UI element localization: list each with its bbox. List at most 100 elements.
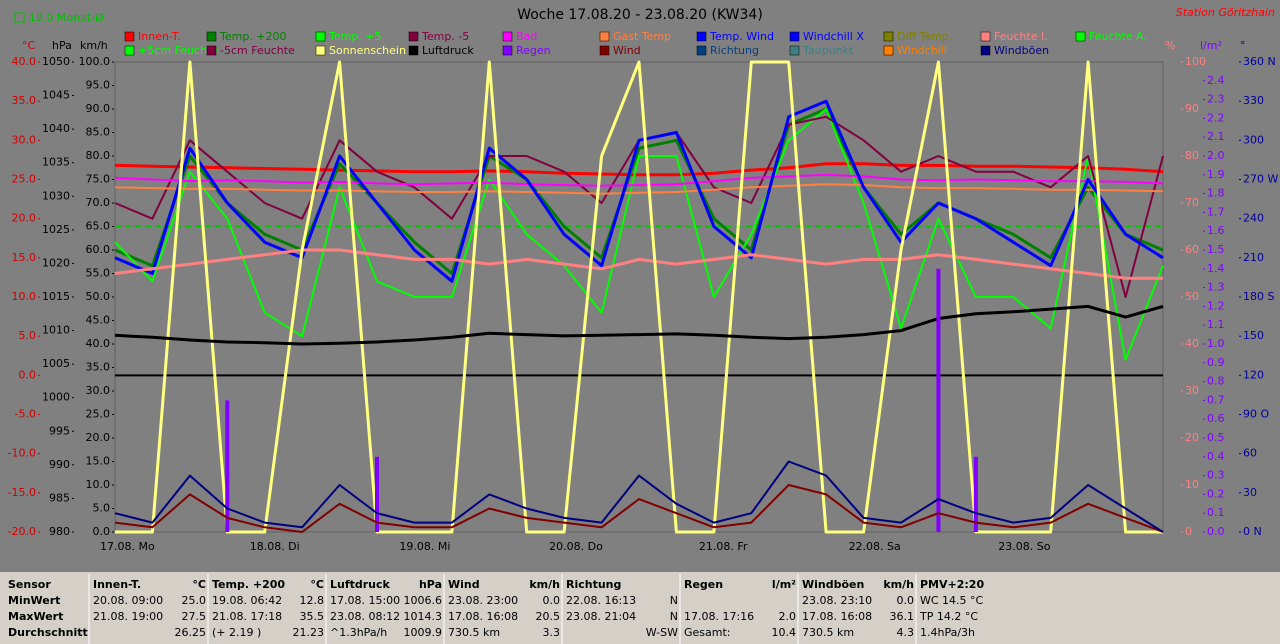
cell: TP 14.2 °C bbox=[919, 610, 978, 623]
legend-swatch bbox=[408, 45, 419, 56]
x-tick-label: 20.08. Do bbox=[549, 540, 603, 553]
y-tick-label: 1045 bbox=[42, 89, 70, 102]
column-title: Windböen bbox=[802, 578, 864, 591]
y-tick-label: 40.0 bbox=[86, 337, 111, 350]
y-tick-label: 30 bbox=[1185, 384, 1199, 397]
y-tick-label: 10.0 bbox=[12, 290, 37, 303]
y-tick-label: 75.0 bbox=[86, 173, 111, 186]
rain-bar bbox=[225, 400, 230, 532]
y-tick-label: 30.0 bbox=[86, 384, 111, 397]
series-line bbox=[114, 108, 1164, 361]
y-tick-label: 1.5 bbox=[1207, 243, 1225, 256]
y-tick-label: 2.1 bbox=[1207, 130, 1225, 143]
legend-swatch bbox=[883, 31, 894, 42]
legend-label: Temp. -5 bbox=[421, 30, 469, 43]
cell: 20.08. 09:00 bbox=[93, 594, 163, 607]
y-tick-label: 1025 bbox=[42, 223, 70, 236]
y-tick-label: 15.0 bbox=[86, 455, 111, 468]
legend-swatch bbox=[883, 45, 894, 56]
y-tick-label: 80 bbox=[1185, 149, 1199, 162]
axis-unit: ° bbox=[1240, 39, 1246, 52]
y-tick-label: 50.0 bbox=[86, 290, 111, 303]
row-label: Durchschnitt bbox=[8, 626, 88, 639]
cell: 23.08. 08:12 bbox=[330, 610, 400, 623]
y-tick-label: 1030 bbox=[42, 189, 70, 202]
y-tick-label: 1.3 bbox=[1207, 281, 1225, 294]
y-tick-label: 120 bbox=[1243, 368, 1264, 381]
rain-bar bbox=[375, 456, 379, 532]
table-header: Sensor bbox=[8, 578, 51, 591]
column-unit: l/m² bbox=[772, 578, 796, 591]
legend-label: Innen-T. bbox=[138, 30, 181, 43]
y-tick-label: 1.7 bbox=[1207, 205, 1225, 218]
y-tick-label: 90 bbox=[1185, 102, 1199, 115]
y-tick-label: 40.0 bbox=[12, 55, 37, 68]
y-tick-label: 45.0 bbox=[86, 314, 111, 327]
axis-unit: °C bbox=[22, 39, 36, 52]
legend-label: Feuchte A. bbox=[1089, 30, 1147, 43]
column-title: PMV+2:20 bbox=[920, 578, 984, 591]
x-tick-label: 19.08. Mi bbox=[399, 540, 450, 553]
cell: 0.0 bbox=[543, 594, 561, 607]
cell: 17.08. 16:08 bbox=[448, 610, 518, 623]
y-tick-label: 1.9 bbox=[1207, 168, 1225, 181]
x-tick-label: 18.08. Di bbox=[250, 540, 300, 553]
y-tick-label: 2.0 bbox=[1207, 149, 1225, 162]
cell: N bbox=[670, 594, 678, 607]
cell: 3.3 bbox=[543, 626, 561, 639]
y-tick-label: 985 bbox=[49, 491, 70, 504]
y-tick-label: 50 bbox=[1185, 290, 1199, 303]
y-tick-label: 90.0 bbox=[86, 102, 111, 115]
cell: 20.5 bbox=[536, 610, 561, 623]
y-tick-label: 1.4 bbox=[1207, 262, 1225, 275]
legend-label: Richtung bbox=[710, 44, 759, 57]
y-tick-label: 0.4 bbox=[1207, 450, 1225, 463]
legend-swatch bbox=[206, 45, 217, 56]
cell: 2.0 bbox=[779, 610, 797, 623]
y-tick-label: 60 bbox=[1243, 447, 1257, 460]
rain-bar bbox=[973, 456, 978, 532]
y-tick-label: 1.1 bbox=[1207, 318, 1225, 331]
axis-unit: l/m² bbox=[1200, 39, 1222, 52]
x-tick-label: 21.08. Fr bbox=[699, 540, 748, 553]
axis-unit: km/h bbox=[80, 39, 108, 52]
legend-swatch bbox=[1075, 31, 1086, 42]
series-line bbox=[114, 162, 1164, 177]
y-tick-label: 150 bbox=[1243, 329, 1264, 342]
y-tick-label: 330 bbox=[1243, 94, 1264, 107]
legend-swatch bbox=[696, 31, 707, 42]
column-unit: hPa bbox=[419, 578, 442, 591]
legend-swatch bbox=[789, 31, 800, 42]
cell: 1009.9 bbox=[404, 626, 443, 639]
y-tick-label: 20 bbox=[1185, 431, 1199, 444]
series-line bbox=[114, 484, 1164, 533]
legend-swatch bbox=[315, 45, 326, 56]
legend-label: Luftdruck bbox=[422, 44, 474, 57]
legend-label: Feuchte I. bbox=[994, 30, 1048, 43]
y-tick-label: 1010 bbox=[42, 324, 70, 337]
cell: 10.4 bbox=[772, 626, 797, 639]
y-tick-label: 60.0 bbox=[86, 243, 111, 256]
legend-swatch bbox=[124, 31, 135, 42]
y-tick-label: 2.4 bbox=[1207, 74, 1225, 87]
y-tick-label: 1.0 bbox=[1207, 337, 1225, 350]
x-tick-label: 22.08. Sa bbox=[849, 540, 901, 553]
y-tick-label: 210 bbox=[1243, 251, 1264, 264]
y-tick-label: 1.6 bbox=[1207, 224, 1225, 237]
y-tick-label: 1.2 bbox=[1207, 299, 1225, 312]
y-tick-label: 100 bbox=[1185, 55, 1206, 68]
y-tick-label: 30 bbox=[1243, 486, 1257, 499]
y-tick-label: 30.0 bbox=[12, 133, 37, 146]
legend-swatch bbox=[980, 31, 991, 42]
series-line bbox=[114, 460, 1164, 533]
y-tick-label: 1050 bbox=[42, 55, 70, 68]
legend-label: Windböen bbox=[994, 44, 1049, 57]
cell: 1006.6 bbox=[404, 594, 443, 607]
y-tick-label: 0.9 bbox=[1207, 356, 1225, 369]
y-tick-label: 980 bbox=[49, 525, 70, 538]
cell: 12.8 bbox=[300, 594, 325, 607]
y-tick-label: -5.0 bbox=[15, 408, 36, 421]
column-title: Regen bbox=[684, 578, 723, 591]
column-title: Luftdruck bbox=[330, 578, 391, 591]
